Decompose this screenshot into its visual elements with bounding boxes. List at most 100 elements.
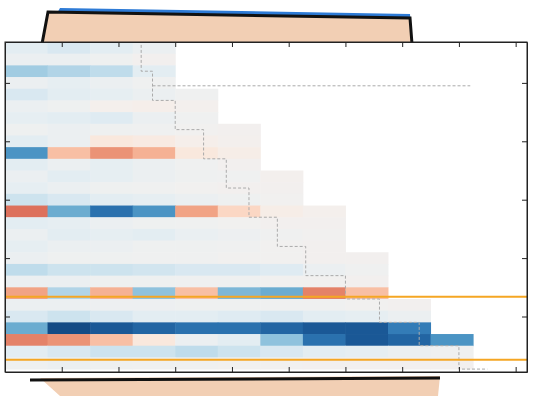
cell — [388, 322, 431, 334]
cell — [5, 65, 48, 77]
cell — [345, 322, 388, 334]
cell — [218, 170, 261, 182]
tick-mark — [402, 367, 403, 372]
cell — [133, 65, 176, 77]
cell — [90, 322, 133, 334]
cell — [133, 311, 176, 323]
tick — [516, 367, 517, 372]
cell — [5, 299, 48, 311]
cell — [5, 229, 48, 241]
cell — [218, 264, 261, 276]
cell — [5, 252, 48, 264]
cell — [260, 264, 303, 276]
plot-background — [5, 42, 527, 372]
tick-mark — [402, 42, 403, 47]
tick — [175, 367, 176, 372]
paper-edge — [30, 378, 440, 380]
tick-mark — [522, 83, 527, 84]
tick — [402, 367, 403, 372]
cell — [260, 206, 303, 218]
cell — [90, 147, 133, 159]
cell — [5, 287, 48, 299]
paper — [42, 12, 412, 44]
cell — [5, 276, 48, 288]
cells — [5, 42, 474, 370]
cell — [260, 252, 303, 264]
cell — [48, 100, 91, 112]
cell — [90, 135, 133, 147]
tick — [289, 42, 290, 47]
cell — [48, 147, 91, 159]
tick-mark — [5, 317, 10, 318]
tick — [175, 42, 176, 47]
cell — [90, 100, 133, 112]
cell — [48, 77, 91, 89]
cell — [90, 264, 133, 276]
cell — [260, 299, 303, 311]
cell — [218, 334, 261, 346]
cell — [345, 299, 388, 311]
cell — [175, 287, 218, 299]
cell — [345, 276, 388, 288]
cell — [90, 299, 133, 311]
cell — [90, 65, 133, 77]
tick — [118, 367, 119, 372]
tick-mark — [62, 367, 63, 372]
cell — [218, 276, 261, 288]
cell — [133, 182, 176, 194]
cell — [218, 229, 261, 241]
cell — [303, 322, 346, 334]
cell — [48, 287, 91, 299]
tick — [232, 42, 233, 47]
cell — [218, 124, 261, 136]
cell — [48, 124, 91, 136]
tick — [5, 141, 10, 142]
cell — [133, 194, 176, 206]
tick-mark — [232, 367, 233, 372]
cell — [5, 346, 48, 358]
cell — [133, 124, 176, 136]
tick — [522, 258, 527, 259]
tick-mark — [289, 367, 290, 372]
tick-mark — [175, 367, 176, 372]
cell — [345, 311, 388, 323]
cell — [133, 299, 176, 311]
cell — [133, 100, 176, 112]
cell — [5, 100, 48, 112]
cell — [345, 287, 388, 299]
cell — [175, 299, 218, 311]
cell — [5, 54, 48, 66]
cell — [260, 346, 303, 358]
page — [0, 0, 538, 396]
cell — [303, 206, 346, 218]
cell — [260, 322, 303, 334]
paper-edge — [40, 8, 412, 44]
tick — [459, 42, 460, 47]
tick-mark — [345, 42, 346, 47]
tick — [522, 317, 527, 318]
cell — [48, 276, 91, 288]
cell — [218, 135, 261, 147]
cell — [218, 252, 261, 264]
tick-mark — [5, 200, 10, 201]
cell — [5, 182, 48, 194]
cell — [303, 287, 346, 299]
cell — [5, 241, 48, 253]
cell — [260, 194, 303, 206]
cell — [260, 217, 303, 229]
cell — [5, 322, 48, 334]
tick-mark — [5, 141, 10, 142]
cell — [175, 100, 218, 112]
cell — [133, 77, 176, 89]
tick — [522, 141, 527, 142]
chart — [0, 0, 538, 396]
cell — [48, 252, 91, 264]
cell — [133, 217, 176, 229]
tick — [522, 83, 527, 84]
tick — [345, 42, 346, 47]
cell — [303, 217, 346, 229]
cell — [5, 334, 48, 346]
cell — [90, 346, 133, 358]
cell — [175, 311, 218, 323]
cell — [175, 182, 218, 194]
